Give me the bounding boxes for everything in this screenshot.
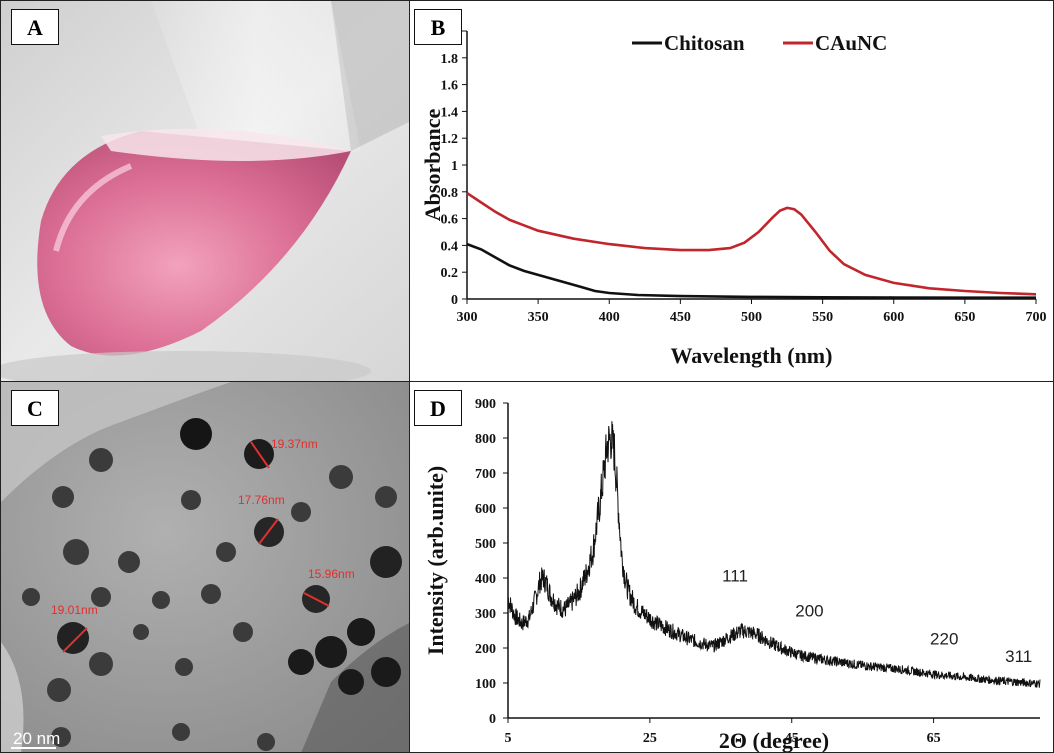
measurement-arrows (62, 441, 330, 653)
y-axis-title: Intensity (arb.unite) (423, 466, 448, 655)
panel-c-label: C (11, 390, 59, 426)
legend-label-caunc: CAuNC (815, 31, 887, 55)
y-tick-label: 1.8 (441, 52, 459, 67)
y-tick-label: 0.4 (441, 239, 459, 254)
y-tick-label: 200 (475, 642, 496, 657)
x-tick-label: 25 (643, 731, 657, 746)
tem-measurement-3: 15.96nm (308, 567, 355, 581)
panel-a-label: A (11, 9, 59, 45)
tem-measurement-2: 17.76nm (238, 493, 285, 507)
y-tick-label: 0 (451, 293, 458, 308)
panel-a-photo: A (0, 0, 410, 382)
xrd-chart-svg: 5 25 45 65 0 100 200 300 400 500 600 700 800 900 2Θ (d… (423, 397, 1041, 753)
y-tick-label: 1.2 (441, 132, 459, 147)
x-tick-label: 300 (457, 310, 478, 325)
series-line-chitosan (466, 242, 1036, 299)
peak-label-311: 311 (1005, 647, 1032, 666)
scale-bar-label: 20 nm (13, 729, 60, 748)
panel-b-uvvis-chart: B 300 350 400 450 500 550 600 650 700 0 0.2 0.4 0.6 0… (410, 0, 1054, 382)
x-tick-label: 550 (812, 310, 833, 325)
y-tick-label: 1 (451, 159, 458, 174)
y-tick-label: 600 (475, 502, 496, 517)
y-tick-label: 0.2 (441, 266, 459, 281)
y-axis-title: Absorbance (420, 109, 445, 222)
y-tick-label: 700 (475, 467, 496, 482)
tem-measurement-4: 19.01nm (51, 603, 98, 617)
x-tick-label: 450 (670, 310, 691, 325)
x-axis-title: 2Θ (degree) (719, 728, 829, 753)
nanoparticles (22, 418, 402, 751)
x-tick-label: 400 (599, 310, 620, 325)
series-line-caunc (466, 192, 1037, 296)
panel-b-label: B (414, 9, 462, 45)
peak-label-111: 111 (722, 567, 748, 586)
x-axis-title: Wavelength (nm) (671, 343, 833, 368)
y-tick-label: 0.6 (441, 213, 459, 228)
x-tick-label: 45 (785, 731, 799, 746)
y-tick-label: 300 (475, 607, 496, 622)
panel-d-label: D (414, 390, 462, 426)
peak-label-200: 200 (795, 602, 823, 621)
xrd-trace (507, 421, 1041, 688)
y-tick-label: 0.8 (441, 186, 459, 201)
panel-c-tem-image: C (0, 382, 410, 753)
x-tick-label: 5 (505, 731, 512, 746)
test-tube-photo (1, 1, 409, 381)
tem-image: 19.37nm 17.76nm 15.96nm 19.01nm 20 nm (1, 382, 409, 752)
x-tick-label: 65 (927, 731, 941, 746)
x-tick-label: 650 (954, 310, 975, 325)
y-tick-label: 800 (475, 432, 496, 447)
x-tick-label: 700 (1026, 310, 1047, 325)
y-tick-label: 500 (475, 537, 496, 552)
y-tick-label: 400 (475, 572, 496, 587)
x-tick-label: 350 (528, 310, 549, 325)
y-tick-label: 1.6 (441, 79, 459, 94)
tem-measurement-1: 19.37nm (271, 437, 318, 451)
peak-label-220: 220 (930, 630, 958, 649)
panel-d-xrd-chart: D 5 25 45 65 0 100 200 300 400 500 600 700 800 900 2Θ … (410, 382, 1054, 753)
x-tick-label: 600 (883, 310, 904, 325)
y-tick-label: 100 (475, 677, 496, 692)
legend-label-chitosan: Chitosan (664, 31, 745, 55)
y-tick-label: 0 (489, 712, 496, 727)
x-tick-label: 500 (741, 310, 762, 325)
uvvis-chart-svg: 300 350 400 450 500 550 600 650 700 0 0.2 0.4 0.6 0.8… (420, 25, 1047, 368)
y-tick-label: 900 (475, 397, 496, 412)
y-tick-label: 1.4 (441, 105, 459, 120)
